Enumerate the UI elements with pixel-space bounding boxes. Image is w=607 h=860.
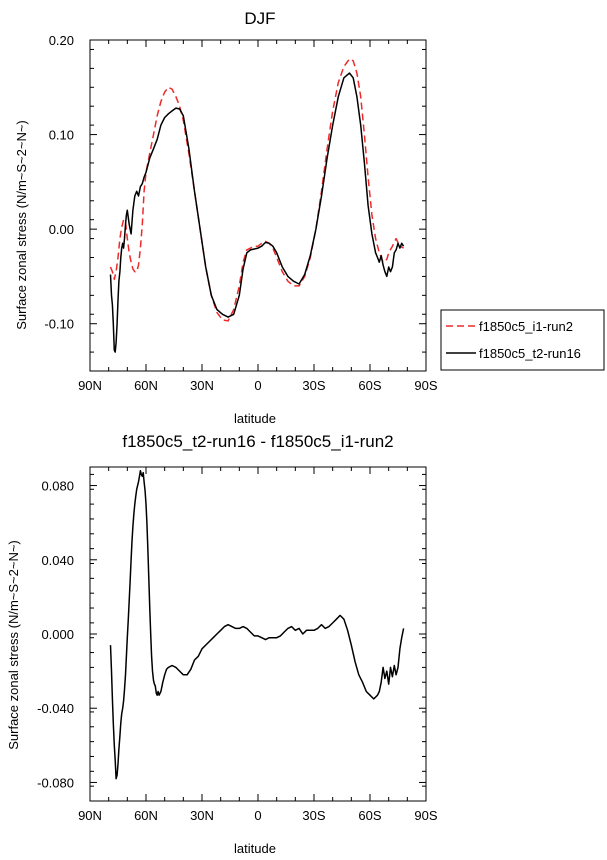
bottom-x-tick-label: 0 bbox=[254, 808, 261, 823]
bottom-x-tick-label: 30N bbox=[190, 808, 214, 823]
top-x-tick-label: 60N bbox=[134, 378, 158, 393]
bottom-y-tick-label: -0.080 bbox=[37, 775, 74, 790]
bottom-x-tick-label: 90N bbox=[78, 808, 102, 823]
top-series-lines bbox=[109, 58, 405, 353]
top-series-line-1 bbox=[109, 72, 405, 353]
top-x-tick-label: 90N bbox=[78, 378, 102, 393]
top-x-axis-label: latitude bbox=[234, 411, 276, 426]
top-x-tick-label: 30S bbox=[302, 378, 325, 393]
top-x-tick-label: 90S bbox=[414, 378, 437, 393]
top-y-tick-label: -0.10 bbox=[44, 317, 74, 332]
top-series-line-0 bbox=[109, 58, 404, 322]
bottom-x-tick-label: 60N bbox=[134, 808, 158, 823]
bottom-x-tick-label: 90S bbox=[414, 808, 437, 823]
bottom-x-axis-label: latitude bbox=[234, 841, 276, 856]
bottom-y-axis-label: Surface zonal stress (N/m~S~2~N~) bbox=[6, 540, 21, 750]
bottom-chart-title: f1850c5_t2-run16 - f1850c5_i1-run2 bbox=[122, 432, 393, 451]
bottom-axes: 90N 60N 30N 0 30S 60S 90S 0.080 0.040 0.000 -0.040… bbox=[37, 466, 438, 823]
bottom-y-tick-label: 0.000 bbox=[41, 627, 74, 642]
legend-box bbox=[440, 309, 605, 371]
top-y-tick-label: 0.20 bbox=[49, 33, 74, 48]
top-x-tick-label: 30N bbox=[190, 378, 214, 393]
bottom-y-tick-label: -0.040 bbox=[37, 701, 74, 716]
bottom-x-tick-label: 60S bbox=[358, 808, 381, 823]
top-y-axis-label: Surface zonal stress (N/m~S~2~N~) bbox=[14, 120, 29, 330]
bottom-x-tick-label: 30S bbox=[302, 808, 325, 823]
top-x-tick-label: 0 bbox=[254, 378, 261, 393]
bottom-series-line-0 bbox=[109, 469, 405, 780]
bottom-y-tick-label: 0.080 bbox=[41, 479, 74, 494]
bottom-panel: f1850c5_t2-run16 - f1850c5_i1-run2 90N 60… bbox=[6, 432, 438, 856]
top-x-tick-label: 60S bbox=[358, 378, 381, 393]
bottom-y-tick-label: 0.040 bbox=[41, 553, 74, 568]
legend-label-run2: f1850c5_i1-run2 bbox=[479, 319, 573, 334]
top-y-tick-label: 0.10 bbox=[49, 128, 74, 143]
bottom-series-lines bbox=[109, 469, 405, 780]
top-axes: 90N 60N 30N 0 30S 60S 90S 0.20 0.10 0.00 -0.10 bbox=[44, 33, 438, 393]
legend: f1850c5_i1-run2 f1850c5_t2-run16 bbox=[440, 309, 605, 371]
legend-label-run16: f1850c5_t2-run16 bbox=[479, 346, 581, 361]
top-y-tick-label: 0.00 bbox=[49, 222, 74, 237]
top-panel: DJF 90N 60N 30N 0 30S 60S 90S 0.20 0.10 0.00 -0.10… bbox=[14, 9, 438, 426]
top-chart-title: DJF bbox=[244, 9, 275, 28]
